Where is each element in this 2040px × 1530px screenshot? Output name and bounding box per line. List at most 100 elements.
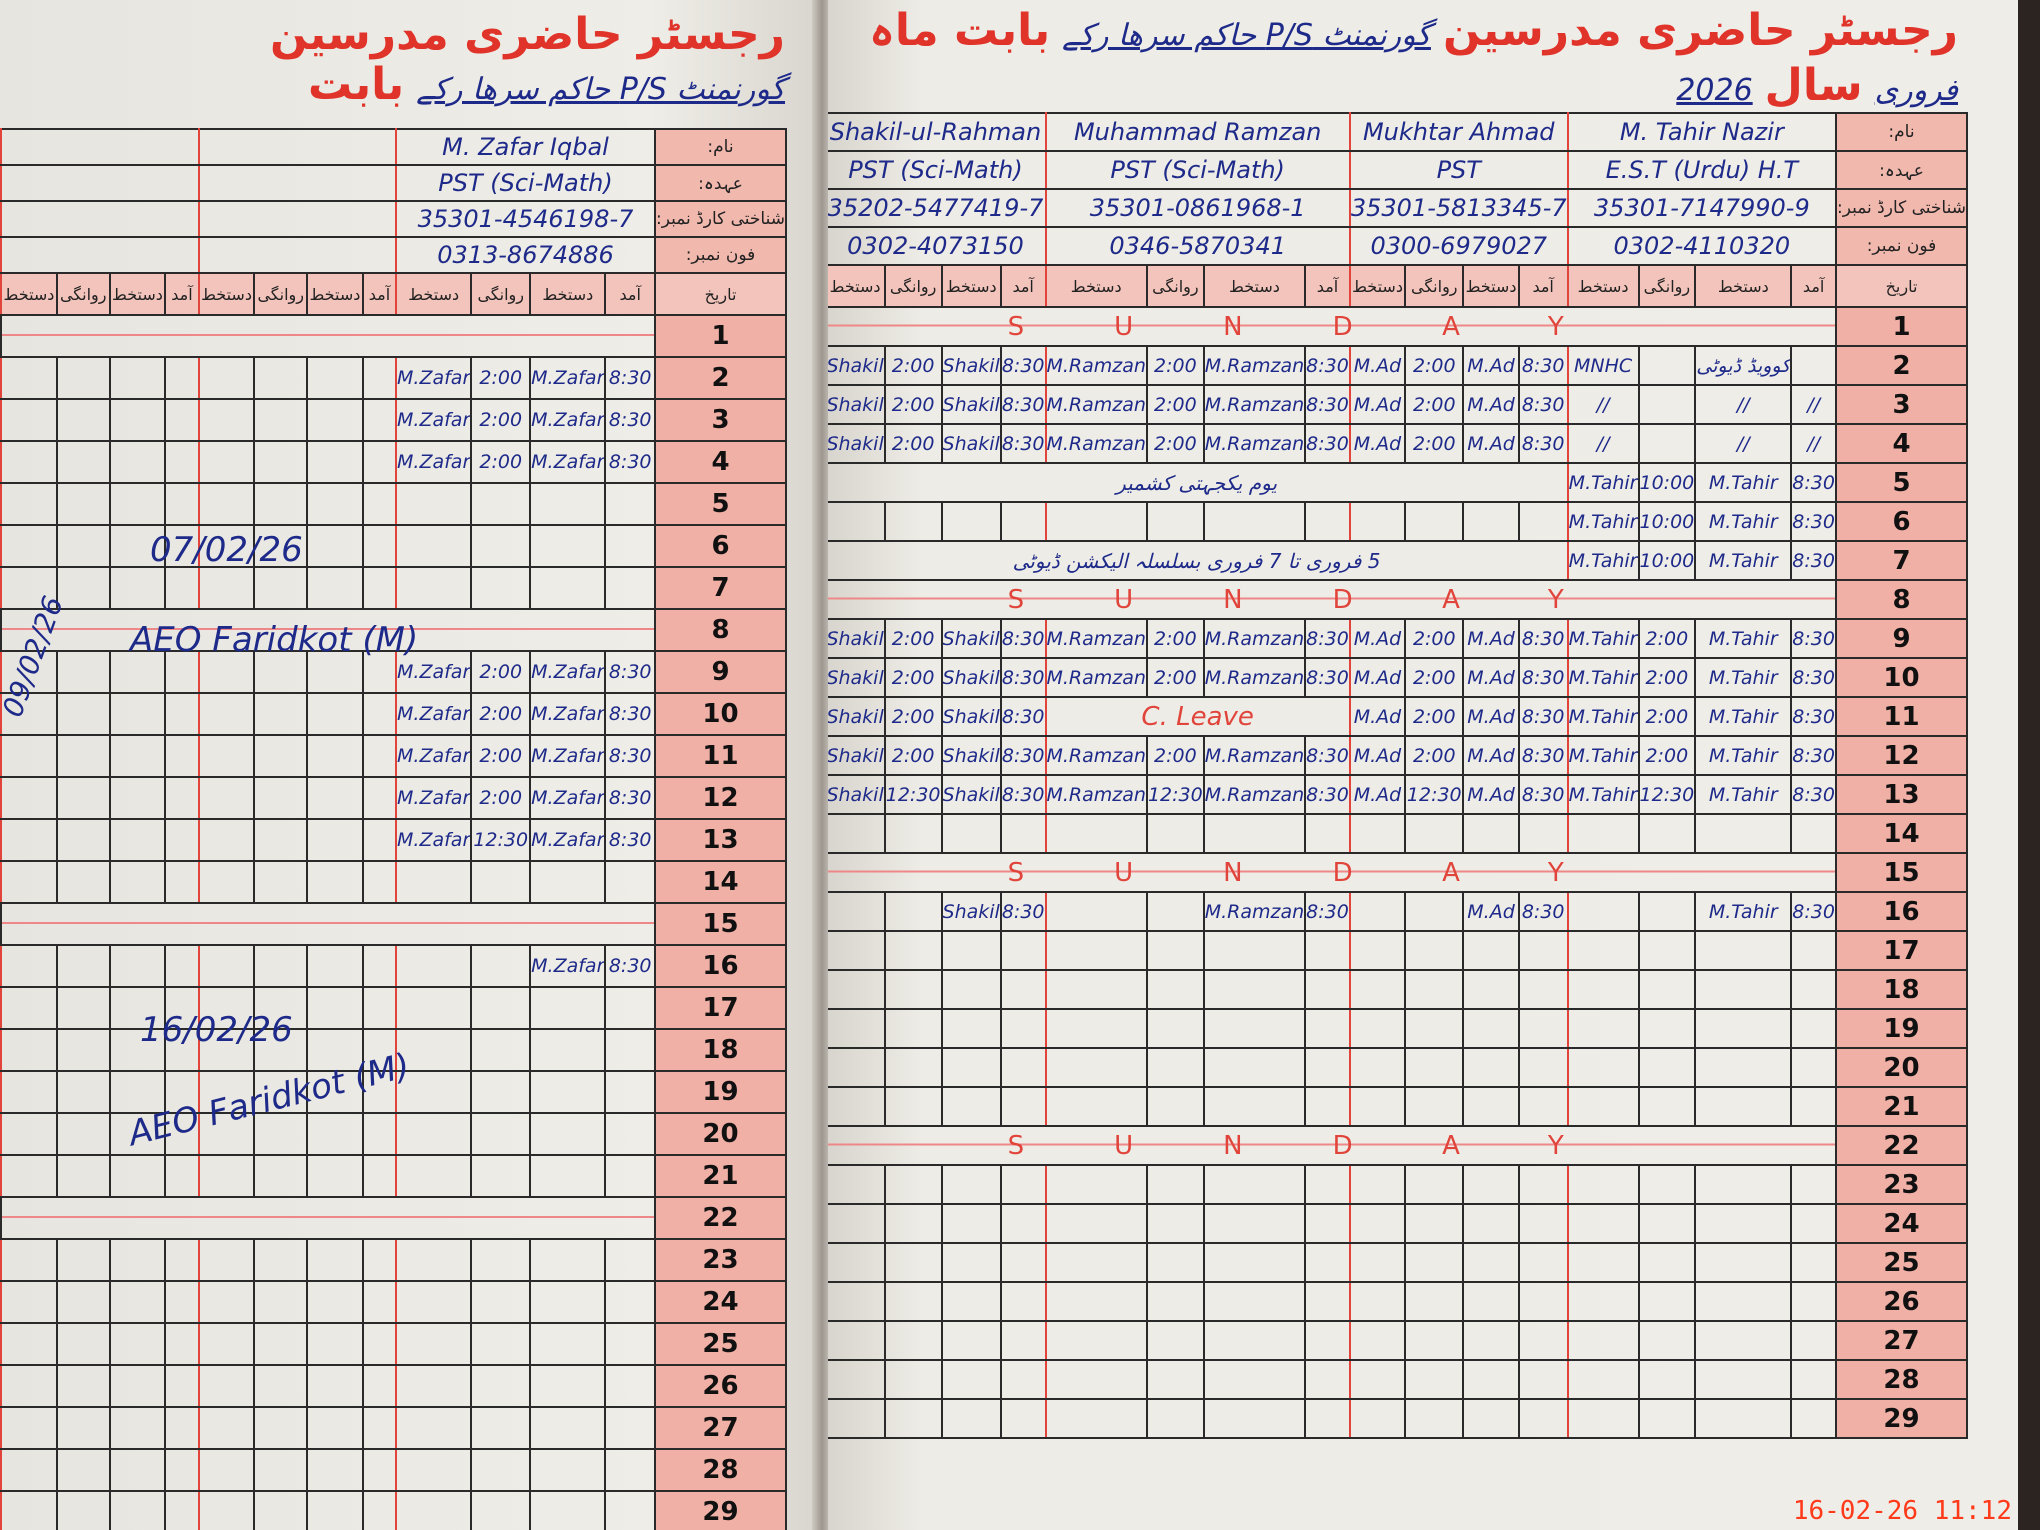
time-cell: 8:30 [1790,696,1837,737]
time-cell [470,1406,532,1450]
date-cell: 5 [1834,462,1969,503]
time-cell: 2:00 [1637,696,1697,737]
signature-cell [1566,1281,1640,1322]
date-cell: 3 [1834,384,1969,425]
signature-cell [529,1280,607,1324]
signature-cell [1462,969,1520,1010]
date-cell: 23 [1834,1164,1969,1205]
time-cell [253,860,308,904]
time-cell [1304,1281,1351,1322]
signature-cell [305,1280,364,1324]
time-cell [1637,891,1697,932]
time-cell: 12:30 [883,774,943,815]
signature-cell [1348,1398,1407,1439]
teacher-designation: PST (Sci-Math) [1044,150,1351,190]
signature-cell: M.Tahir [1694,618,1793,659]
signature-cell [1348,1359,1407,1400]
date-cell: 15 [1834,852,1969,893]
time-cell: 2:00 [1145,657,1205,698]
time-cell: 8:30 [1517,345,1569,386]
time-cell [1637,345,1697,386]
time-cell [1404,930,1465,971]
time-cell [253,1238,308,1282]
signature-cell [197,734,256,778]
time-cell [361,944,398,988]
signature-cell [197,356,256,400]
time-cell [164,524,200,568]
signature-cell [0,1322,58,1366]
signature-cell [0,986,58,1030]
time-cell: 8:30 [1790,462,1837,503]
signature-cell [0,944,58,988]
time-cell [1790,1359,1837,1400]
date-cell: 10 [1834,657,1969,698]
signature-cell [1694,930,1793,971]
time-cell [55,1028,111,1072]
signature-cell [529,566,607,610]
signature-cell [940,1242,1002,1283]
column-header: آمد [361,272,398,316]
time-cell [361,356,398,400]
signature-cell [305,524,364,568]
signature-cell [828,1164,886,1205]
signature-cell [828,501,886,542]
time-cell [361,860,398,904]
date-cell: 25 [653,1322,788,1366]
date-cell: 7 [653,566,788,610]
time-cell: 8:30 [1517,735,1569,776]
time-cell [253,650,308,694]
time-cell [604,1238,656,1282]
time-cell [883,969,943,1010]
time-cell [883,1086,943,1127]
right-attendance-table: نام: M. Tahir Nazir Mukhtar Ahmad Muhammad … [828,112,1969,1439]
signature-cell [0,1154,58,1198]
column-header: دستخط [1044,264,1148,308]
info-row-name: نام: M. Zafar Iqbal [0,128,788,166]
signature-cell [0,1406,58,1450]
time-cell [999,501,1047,542]
time-cell [361,1322,398,1366]
time-cell: 8:30 [1790,657,1837,698]
signature-cell [940,1203,1002,1244]
month-label: بابت ماہ [869,5,1051,56]
signature-cell [108,1028,167,1072]
signature-cell [197,1154,256,1198]
signature-cell [940,1008,1002,1049]
signature-cell [305,692,364,736]
signature-cell [1202,1008,1307,1049]
time-cell: 8:30 [1517,696,1569,737]
date-cell: 23 [653,1238,788,1282]
signature-cell: M.Tahir [1566,618,1640,659]
signature-cell: M.Tahir [1566,462,1640,503]
column-header: روانگی [1145,264,1205,308]
signature-cell [1694,1281,1793,1322]
attendance-row: 8 SUNDAY [828,579,1969,620]
signature-cell [305,986,364,1030]
signature-cell: Shakil [828,657,886,698]
time-cell [604,1322,656,1366]
time-cell [999,1086,1047,1127]
time-cell [470,1490,532,1530]
signature-cell: M.Tahir [1694,696,1793,737]
time-cell [1790,1086,1837,1127]
signature-cell [305,1364,364,1408]
signature-cell: M.Ad [1462,345,1520,386]
info-row-name: نام: M. Tahir Nazir Mukhtar Ahmad Muhammad … [828,112,1969,152]
time-cell [470,986,532,1030]
time-cell [1304,813,1351,854]
time-cell: 10:00 [1637,540,1697,581]
signature-cell [0,776,58,820]
column-header: روانگی [883,264,943,308]
time-cell [253,356,308,400]
time-cell [55,1112,111,1156]
time-cell: 8:30 [999,774,1047,815]
signature-cell: M.Tahir [1566,735,1640,776]
signature-cell [305,1238,364,1282]
sunday-marker: SUNDAY [828,1125,1837,1166]
signature-cell [1348,1047,1407,1088]
signature-cell: Shakil [940,891,1002,932]
time-cell [1404,813,1465,854]
column-header: روانگی [253,272,308,316]
time-cell: 8:30 [604,356,656,400]
time-cell: 2:00 [1637,618,1697,659]
